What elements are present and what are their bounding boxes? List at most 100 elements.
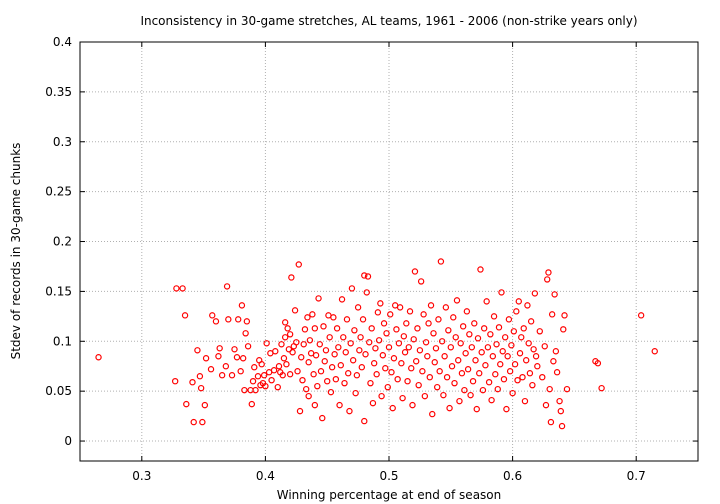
data-point: [337, 362, 344, 369]
data-point: [424, 353, 431, 360]
data-point: [550, 358, 557, 365]
data-point: [546, 385, 553, 393]
data-point: [527, 318, 535, 325]
data-point: [311, 325, 319, 332]
data-point: [347, 340, 354, 347]
data-point: [281, 319, 289, 326]
data-point: [544, 276, 551, 283]
data-point: [241, 386, 248, 394]
data-point: [349, 357, 357, 364]
data-point: [293, 339, 300, 346]
y-tick-label: 0.35: [45, 85, 72, 99]
data-point: [369, 399, 377, 407]
data-point: [244, 343, 252, 350]
data-point: [202, 355, 210, 362]
data-point: [435, 316, 442, 323]
data-point: [212, 318, 220, 325]
data-point: [529, 381, 536, 389]
data-point: [530, 346, 537, 353]
data-point: [431, 359, 438, 366]
data-point: [429, 410, 436, 418]
data-point: [421, 392, 429, 400]
data-point: [342, 349, 349, 356]
data-point: [291, 307, 299, 314]
x-tick-label: 0.5: [379, 469, 398, 483]
data-point: [432, 345, 440, 352]
y-axis-label: Stdev of records in 30-game chunks: [9, 143, 23, 360]
data-point: [207, 366, 215, 373]
data-point: [380, 320, 388, 327]
data-point: [480, 325, 488, 332]
data-point: [249, 377, 257, 385]
data-point: [553, 369, 561, 376]
data-point: [362, 351, 369, 358]
data-point: [458, 370, 466, 377]
data-point: [563, 385, 571, 393]
data-point: [279, 372, 286, 379]
data-point: [406, 308, 414, 315]
data-point: [558, 422, 566, 430]
data-point: [338, 296, 346, 303]
data-point: [478, 349, 485, 356]
y-tick-label: 0.05: [45, 384, 72, 398]
data-point: [485, 378, 493, 386]
data-point: [284, 325, 291, 332]
data-point: [302, 385, 310, 393]
x-tick-label: 0.6: [503, 469, 522, 483]
data-point: [525, 340, 532, 347]
data-point: [411, 268, 419, 275]
data-point: [501, 334, 509, 341]
data-point: [239, 355, 247, 362]
data-point: [499, 348, 506, 355]
y-tick-label: 0.3: [53, 135, 72, 149]
data-point: [539, 374, 546, 381]
data-point: [476, 370, 483, 377]
data-point: [283, 361, 290, 368]
data-point: [181, 312, 189, 319]
data-point: [557, 407, 565, 415]
data-point: [251, 364, 258, 371]
data-point: [531, 290, 539, 297]
data-point: [399, 394, 406, 402]
data-point: [288, 274, 295, 281]
data-point: [463, 308, 471, 315]
data-point: [370, 360, 378, 367]
chart-title: Inconsistency in 30-game stretches, AL t…: [140, 14, 637, 28]
data-point: [237, 368, 244, 375]
data-point: [242, 330, 249, 337]
data-point: [461, 386, 468, 394]
data-point: [243, 318, 251, 325]
data-point: [340, 334, 347, 341]
data-point: [434, 383, 441, 391]
data-point: [201, 401, 209, 409]
data-point: [551, 291, 558, 298]
data-point: [473, 405, 480, 413]
data-point: [510, 328, 518, 335]
data-point: [296, 407, 304, 415]
data-point: [403, 320, 410, 327]
data-point: [456, 397, 463, 405]
data-point: [196, 373, 204, 380]
data-point: [354, 304, 362, 311]
y-tick-label: 0.25: [45, 185, 72, 199]
data-point: [346, 407, 353, 415]
data-point: [194, 347, 201, 354]
data-point: [520, 325, 527, 332]
data-point: [248, 400, 256, 408]
data-point: [263, 340, 270, 347]
data-point: [274, 383, 281, 391]
data-point: [472, 357, 479, 364]
data-point: [356, 347, 363, 354]
data-point: [447, 344, 454, 351]
data-point: [327, 388, 335, 396]
data-point: [414, 325, 421, 332]
data-point: [405, 344, 412, 351]
data-point: [183, 400, 190, 408]
data-point: [479, 386, 487, 394]
data-point: [368, 325, 375, 332]
axis-ticks: 0.3 0.4 0.5 0.6 0.7 0 0.05 0.1 0.15 0.2 0.25 0.3 0.3…: [45, 35, 698, 483]
data-point: [361, 417, 368, 425]
data-point: [190, 418, 197, 426]
data-point: [95, 354, 102, 361]
